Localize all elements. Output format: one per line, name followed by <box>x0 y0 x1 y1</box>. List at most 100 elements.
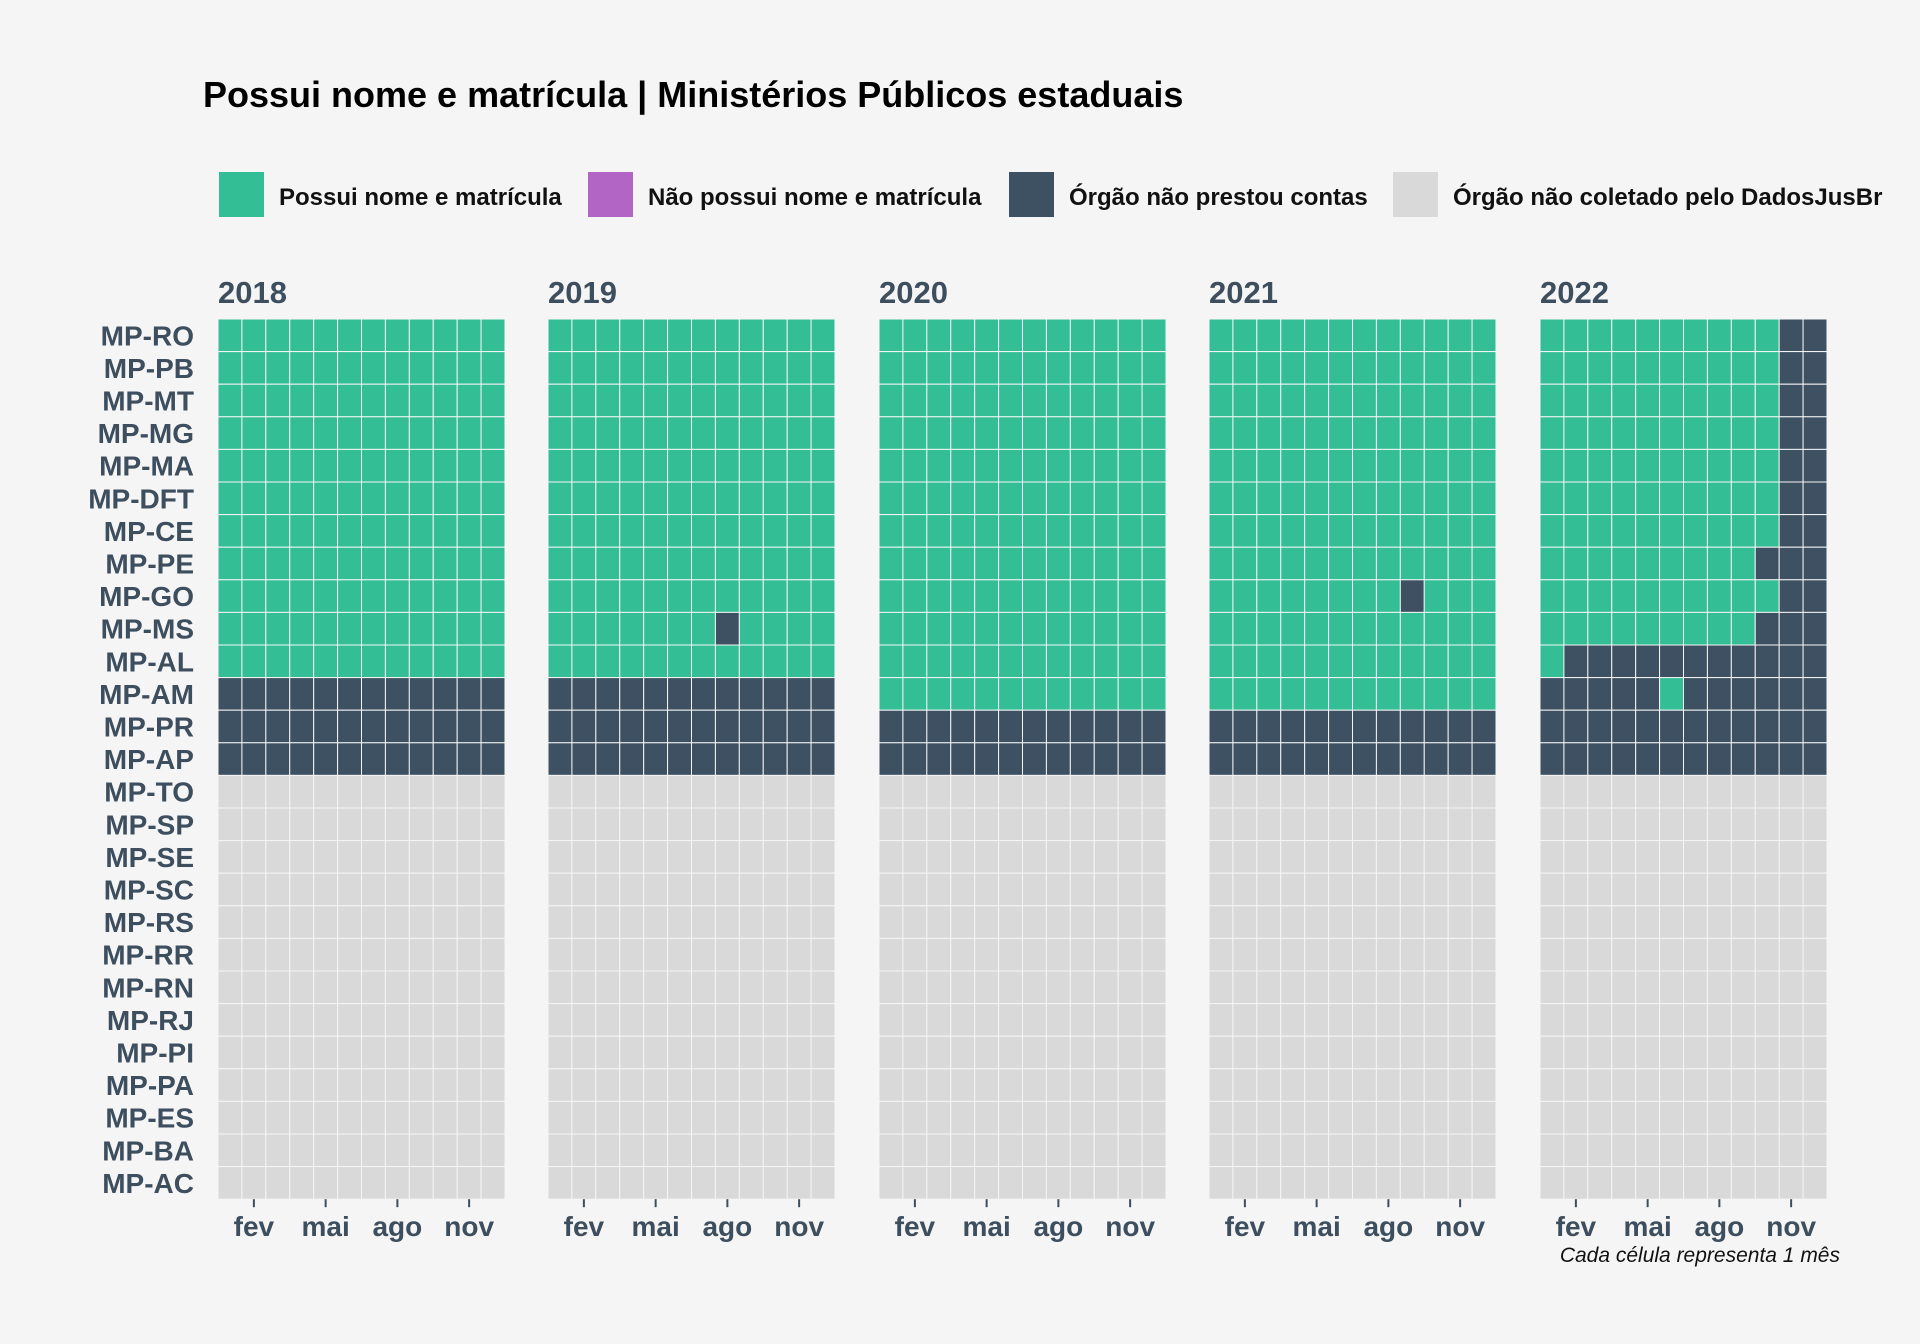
cell-2020-MP-AL-m6 <box>998 644 1024 679</box>
cell-2019-MP-PE-m10 <box>762 546 788 581</box>
cell-2019-MP-RS-m7 <box>691 905 716 939</box>
cell-2019-MP-ES-m8 <box>714 1100 740 1135</box>
cell-2021-MP-SC-m7 <box>1352 872 1377 907</box>
cell-2022-MP-PI-m9 <box>1730 1035 1756 1070</box>
cell-2020-MP-AC-m9 <box>1069 1166 1095 1200</box>
cell-2018-MP-AP-m12 <box>480 742 506 776</box>
row-label-mp-se: MP-SE <box>105 842 194 873</box>
cell-2020-MP-SP-m6 <box>998 807 1024 842</box>
cell-2018-MP-AL-m6 <box>337 644 362 679</box>
cell-2020-MP-PI-m12 <box>1141 1035 1167 1070</box>
cell-2019-MP-SP-m9 <box>738 807 764 842</box>
cell-2018-MP-RR-m10 <box>432 937 458 972</box>
cell-2022-MP-PR-m11 <box>1778 709 1804 744</box>
cell-2021-MP-PE-m5 <box>1304 546 1330 581</box>
cell-2019-MP-TO-m7 <box>691 774 716 809</box>
cell-2019-MP-AM-m7 <box>691 677 716 711</box>
cell-2021-MP-RS-m2 <box>1232 905 1258 939</box>
cell-2021-MP-SC-m10 <box>1423 872 1449 907</box>
row-label-mp-ap: MP-AP <box>104 744 194 775</box>
cell-2021-MP-SE-m1 <box>1208 840 1234 874</box>
cell-2018-MP-RO-m7 <box>361 318 386 353</box>
cell-2021-MP-PR-m12 <box>1471 709 1497 744</box>
cell-2019-MP-PA-m9 <box>738 1068 764 1102</box>
cell-2018-MP-CE-m8 <box>384 514 410 548</box>
cell-2018-MP-SE-m11 <box>456 840 482 874</box>
cell-2021-MP-PR-m11 <box>1447 709 1473 744</box>
cell-2019-MP-RS-m5 <box>643 905 669 939</box>
cell-2020-MP-AM-m12 <box>1141 677 1167 711</box>
cell-2022-MP-ES-m5 <box>1635 1100 1661 1135</box>
cell-2021-MP-MS-m6 <box>1328 611 1353 646</box>
cell-2021-MP-PR-m1 <box>1208 709 1234 744</box>
cell-2019-MP-PE-m5 <box>643 546 669 581</box>
cell-2020-MP-AC-m10 <box>1093 1166 1119 1200</box>
cell-2021-MP-RO-m7 <box>1352 318 1377 353</box>
cell-2021-MP-AM-m2 <box>1232 677 1258 711</box>
cell-2020-MP-GO-m10 <box>1093 579 1119 613</box>
cell-2020-MP-MA-m12 <box>1141 448 1167 483</box>
cell-2021-MP-CE-m9 <box>1399 514 1425 548</box>
cell-2019-MP-BA-m6 <box>667 1133 693 1168</box>
cell-2019-MP-MA-m5 <box>643 448 669 483</box>
cell-2020-MP-MT-m9 <box>1069 383 1095 418</box>
cell-2019-MP-PR-m4 <box>619 709 645 744</box>
cell-2019-MP-MS-m5 <box>643 611 669 646</box>
cell-2022-MP-SP-m7 <box>1683 807 1708 842</box>
cell-2021-MP-AP-m1 <box>1208 742 1234 776</box>
cell-2022-MP-BA-m5 <box>1635 1133 1661 1168</box>
cell-2019-MP-MS-m6 <box>667 611 693 646</box>
cell-2022-MP-RS-m1 <box>1539 905 1565 939</box>
cell-2022-MP-DFT-m9 <box>1730 481 1756 516</box>
cell-2021-MP-AM-m10 <box>1423 677 1449 711</box>
cell-2021-MP-RO-m4 <box>1280 318 1306 353</box>
cell-2021-MP-PB-m11 <box>1447 351 1473 385</box>
cell-2022-MP-MG-m6 <box>1659 416 1684 450</box>
cell-2021-MP-PA-m2 <box>1232 1068 1258 1102</box>
cell-2020-MP-SP-m2 <box>902 807 928 842</box>
cell-2019-MP-ES-m2 <box>571 1100 597 1135</box>
cell-2022-MP-AM-m6 <box>1659 677 1684 711</box>
cell-2020-MP-PE-m11 <box>1117 546 1143 581</box>
cell-2020-MP-BA-m8 <box>1045 1133 1071 1168</box>
cell-2020-MP-MS-m11 <box>1117 611 1143 646</box>
cell-2020-MP-AM-m2 <box>902 677 928 711</box>
cell-2019-MP-SE-m9 <box>738 840 764 874</box>
cell-2018-MP-DFT-m7 <box>361 481 386 516</box>
cell-2022-MP-RR-m10 <box>1754 937 1780 972</box>
cell-2019-MP-PR-m9 <box>738 709 764 744</box>
cell-2018-MP-AC-m8 <box>384 1166 410 1200</box>
cell-2021-MP-DFT-m10 <box>1423 481 1449 516</box>
cell-2020-MP-RN-m11 <box>1117 970 1143 1005</box>
cell-2022-MP-SE-m11 <box>1778 840 1804 874</box>
cell-2019-MP-AC-m2 <box>571 1166 597 1200</box>
cell-2022-MP-DFT-m8 <box>1706 481 1732 516</box>
cell-2021-MP-RR-m1 <box>1208 937 1234 972</box>
cell-2019-MP-AC-m3 <box>595 1166 621 1200</box>
cell-2022-MP-MA-m12 <box>1802 448 1828 483</box>
cell-2021-MP-MS-m2 <box>1232 611 1258 646</box>
cell-2020-MP-AP-m7 <box>1022 742 1047 776</box>
cell-2018-MP-AP-m5 <box>313 742 339 776</box>
cell-2020-MP-PI-m2 <box>902 1035 928 1070</box>
cell-2020-MP-MG-m10 <box>1093 416 1119 450</box>
cell-2020-MP-AC-m2 <box>902 1166 928 1200</box>
cell-2022-MP-TO-m10 <box>1754 774 1780 809</box>
cell-2021-MP-SE-m6 <box>1328 840 1353 874</box>
cell-2021-MP-ES-m6 <box>1328 1100 1353 1135</box>
cell-2019-MP-MT-m7 <box>691 383 716 418</box>
cell-2022-MP-AP-m4 <box>1611 742 1637 776</box>
cell-2020-MP-RN-m6 <box>998 970 1024 1005</box>
cell-2019-MP-SE-m3 <box>595 840 621 874</box>
cell-2019-MP-MA-m11 <box>786 448 812 483</box>
cell-2020-MP-AC-m11 <box>1117 1166 1143 1200</box>
cell-2022-MP-ES-m11 <box>1778 1100 1804 1135</box>
cell-2020-MP-RO-m1 <box>878 318 904 353</box>
cell-2019-MP-MG-m6 <box>667 416 693 450</box>
row-label-mp-ac: MP-AC <box>102 1168 194 1199</box>
cell-2018-MP-TO-m9 <box>408 774 434 809</box>
x-tick-label-2019-nov: nov <box>774 1211 824 1242</box>
cell-2018-MP-PA-m2 <box>241 1068 267 1102</box>
cell-2022-MP-MS-m10 <box>1754 611 1780 646</box>
